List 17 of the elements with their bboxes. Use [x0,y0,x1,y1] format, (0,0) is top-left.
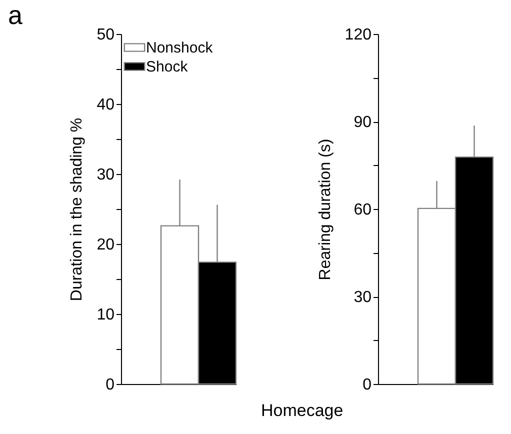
y-axis-title: Duration in the shading % [68,118,86,302]
y-tick-label: 60 [354,202,372,218]
y-axis-title: Rearing duration (s) [316,138,334,280]
y-tick-label: 40 [96,96,115,114]
y-tick-label: 0 [106,376,115,394]
y-tick-label: 10 [96,306,115,324]
y-tick-label: 0 [362,376,372,394]
y-tick-label: 50 [96,26,115,44]
x-axis-title: Homecage [261,401,344,420]
legend-label: Nonshock [146,40,214,56]
y-tick-label: 20 [96,236,115,254]
y-tick-label: 30 [354,289,372,306]
legend-label: Shock [146,58,188,76]
text: a [8,0,22,30]
y-tick-label: 90 [354,114,372,131]
y-tick-label: 120 [344,26,372,44]
y-tick-label: 30 [96,166,115,184]
